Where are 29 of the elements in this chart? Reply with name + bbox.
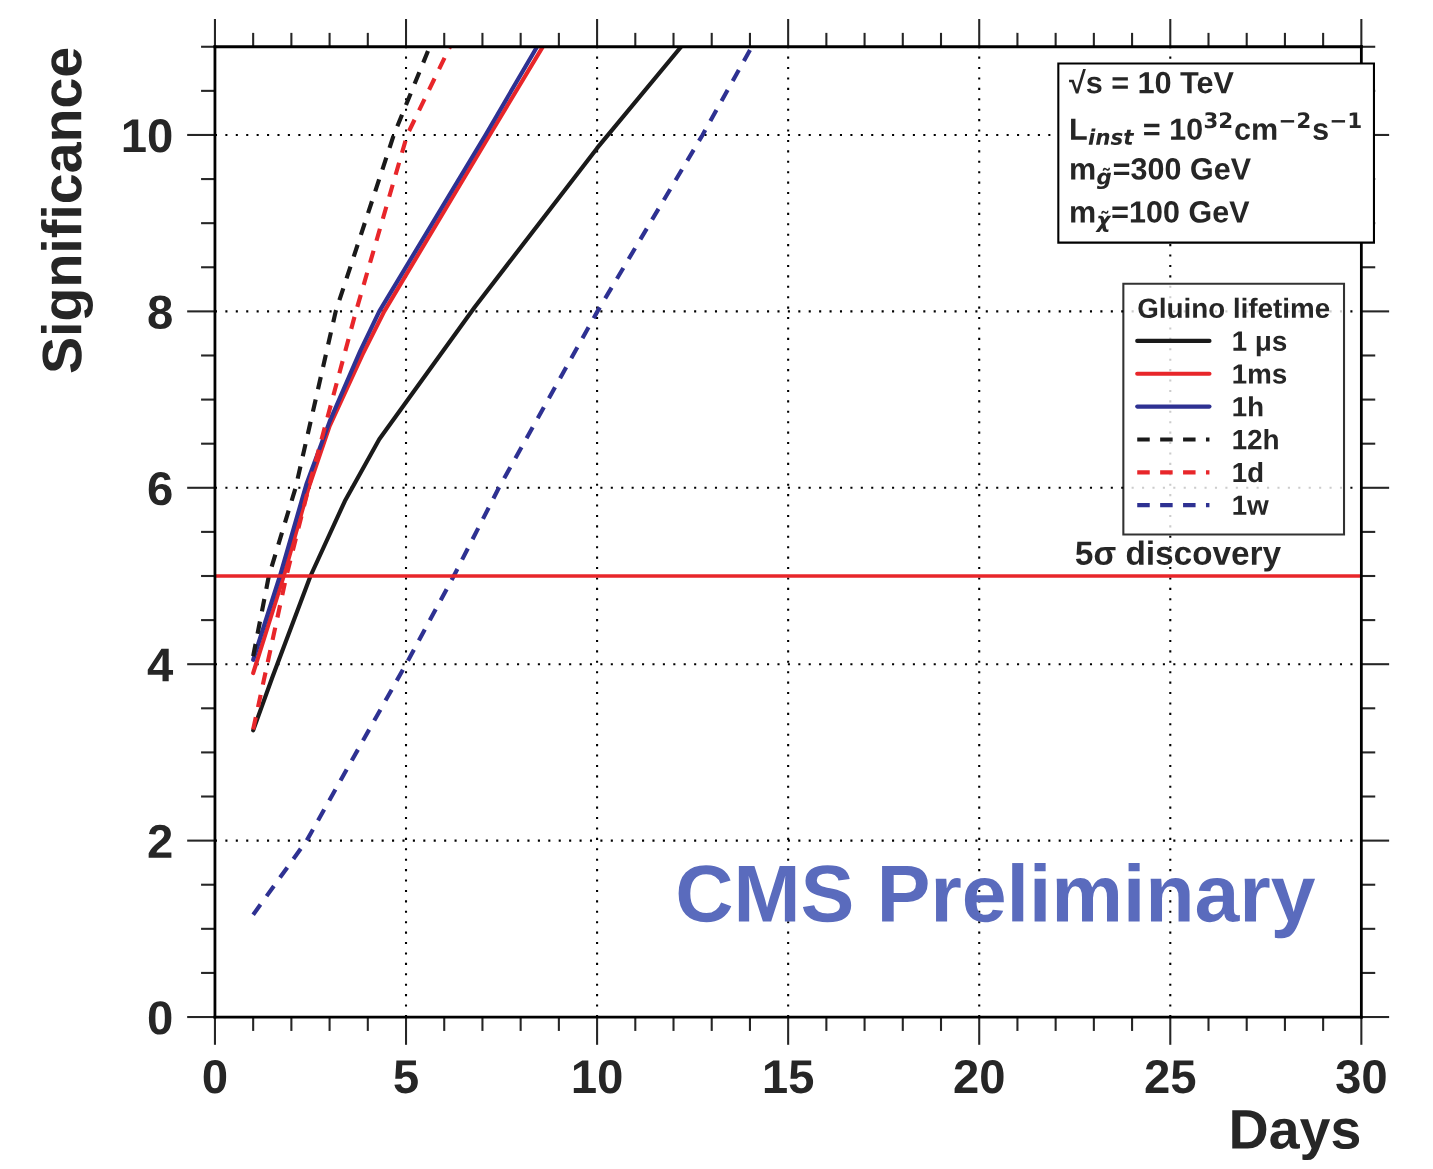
x-tick-label: 25 [1145,1059,1196,1094]
y-tick-label: 8 [148,295,172,329]
legend-label: 1ms [1233,364,1287,384]
y-tick-label: 6 [148,471,172,506]
legend-title: Gluino lifetime [1138,297,1330,319]
x-axis-title: Days [1232,1110,1360,1161]
legend-label: 1w [1233,495,1269,515]
line-series [251,46,684,733]
x-tick-label: 15 [764,1060,814,1094]
legend-label: 1 μs [1233,331,1287,357]
y-tick-label: 10 [123,119,172,153]
x-tick-label: 10 [573,1059,622,1094]
y-tick-label: 0 [148,1001,172,1035]
annotation: m$_{χ̃}$=100 GeV [1071,201,1250,232]
annotation: m$_{g̃}$=300 GeV [1071,158,1251,190]
x-tick-label: 30 [1336,1059,1386,1094]
x-tick-label: 5 [394,1060,418,1094]
legend-label: 12h [1233,429,1278,450]
y-axis-title: Significance [40,48,93,373]
y-tick-label: 2 [148,824,172,858]
annotation: CMS Preliminary [678,863,1316,939]
annotation: L$_{inst}$ = 10$^{32}$cm$^{−2}$s$^{−1}$ [1071,112,1361,146]
legend-label: 1d [1233,461,1263,483]
ref-line-label: 5σ discovery [1075,540,1281,572]
legend-label: 1h [1233,396,1263,417]
annotation: √s = 10 TeV [1069,68,1234,94]
x-tick-label: 0 [203,1059,227,1094]
y-tick-label: 4 [147,648,174,682]
x-tick-label: 20 [954,1059,1004,1094]
